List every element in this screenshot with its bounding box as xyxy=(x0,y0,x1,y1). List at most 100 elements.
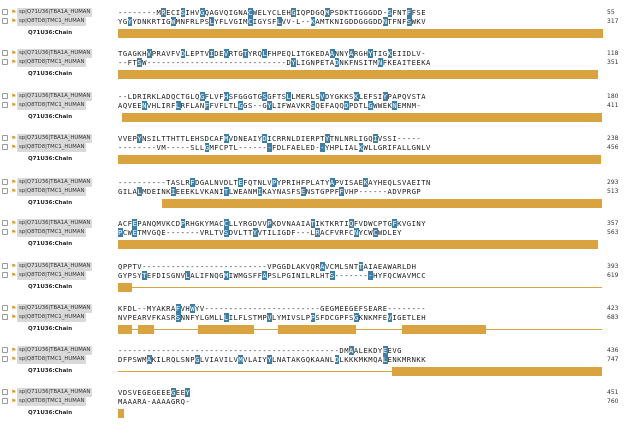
sequence-residues: --------VM-----SLLGMFCPTL-------FDLFAELE… xyxy=(118,143,431,152)
sequence-end-position: 619 xyxy=(607,272,619,279)
sequence-row: ⚑ sp|Q8TD8|TMC1_HUMAN NVPEARVFKASRSNNFYLGM… xyxy=(0,313,624,322)
sequence-label: sp|Q8TD8|TMC1_HUMAN xyxy=(17,143,87,152)
chain-track-label: Q71U36:Chain xyxy=(28,30,73,36)
row-checkbox[interactable] xyxy=(2,389,8,395)
chain-feature-bar[interactable] xyxy=(138,325,154,334)
row-checkbox[interactable] xyxy=(2,398,8,404)
flag-icon[interactable]: ⚑ xyxy=(11,398,17,405)
sequence-label: sp|Q71U36|TBA1A_HUMAN xyxy=(17,49,93,58)
row-checkbox[interactable] xyxy=(2,93,8,99)
sequence-end-position: 451 xyxy=(607,389,619,396)
sequence-label: sp|Q71U36|TBA1A_HUMAN xyxy=(17,388,93,397)
sequence-row: ⚑ sp|Q71U36|TBA1A_HUMAN VVEPYNSILTTHTTLEHS… xyxy=(0,134,624,143)
flag-icon[interactable]: ⚑ xyxy=(11,347,17,354)
chain-feature-bar[interactable] xyxy=(118,155,601,164)
chain-track-label: Q71U36:Chain xyxy=(28,156,73,162)
sequence-row: ⚑ sp|Q71U36|TBA1A_HUMAN ACFEPANQMVKCDPRHGK… xyxy=(0,219,624,228)
flag-icon[interactable]: ⚑ xyxy=(11,314,17,321)
chain-feature-bar[interactable] xyxy=(392,367,602,376)
flag-icon[interactable]: ⚑ xyxy=(11,144,17,151)
chain-feature-bar[interactable] xyxy=(118,240,598,249)
row-checkbox[interactable] xyxy=(2,50,8,56)
flag-icon[interactable]: ⚑ xyxy=(11,179,17,186)
row-checkbox[interactable] xyxy=(2,347,8,353)
flag-icon[interactable]: ⚑ xyxy=(11,272,17,279)
row-checkbox[interactable] xyxy=(2,188,8,194)
row-checkbox[interactable] xyxy=(2,18,8,24)
sequence-row: ⚑ sp|Q8TD8|TMC1_HUMAN AQVEENVHLIRFLRFLANFF… xyxy=(0,101,624,110)
sequence-label: sp|Q71U36|TBA1A_HUMAN xyxy=(17,346,93,355)
sequence-end-position: 683 xyxy=(607,314,619,321)
flag-icon[interactable]: ⚑ xyxy=(11,102,17,109)
sequence-label: sp|Q71U36|TBA1A_HUMAN xyxy=(17,8,93,17)
chain-track-label: Q71U36:Chain xyxy=(28,114,73,120)
row-checkbox[interactable] xyxy=(2,305,8,311)
row-checkbox[interactable] xyxy=(2,59,8,65)
row-checkbox[interactable] xyxy=(2,356,8,362)
flag-icon[interactable]: ⚑ xyxy=(11,9,17,16)
chain-feature-bar[interactable] xyxy=(118,70,598,79)
chain-connector-line xyxy=(132,329,602,330)
row-checkbox[interactable] xyxy=(2,102,8,108)
chain-connector-line xyxy=(132,287,602,288)
sequence-end-position: 456 xyxy=(607,144,619,151)
chain-feature-bar[interactable] xyxy=(118,283,132,292)
chain-feature-bar[interactable] xyxy=(278,325,356,334)
flag-icon[interactable]: ⚑ xyxy=(11,389,17,396)
flag-icon[interactable]: ⚑ xyxy=(11,305,17,312)
sequence-row: ⚑ sp|Q71U36|TBA1A_HUMAN --LDRIRKLADQCTGLQG… xyxy=(0,92,624,101)
row-checkbox[interactable] xyxy=(2,220,8,226)
flag-icon[interactable]: ⚑ xyxy=(11,18,17,25)
sequence-end-position: 238 xyxy=(607,135,619,142)
row-checkbox[interactable] xyxy=(2,263,8,269)
flag-icon[interactable]: ⚑ xyxy=(11,59,17,66)
sequence-end-position: 118 xyxy=(607,50,619,57)
chain-feature-bar[interactable] xyxy=(162,199,602,208)
sequence-row: ⚑ sp|Q71U36|TBA1A_HUMAN ----------TASLRFDG… xyxy=(0,178,624,187)
flag-icon[interactable]: ⚑ xyxy=(11,188,17,195)
row-checkbox[interactable] xyxy=(2,9,8,15)
sequence-row: ⚑ sp|Q71U36|TBA1A_HUMAN TGAGKHVPRAVFVDLEPT… xyxy=(0,49,624,58)
chain-track-label: Q71U36:Chain xyxy=(28,241,73,247)
row-checkbox[interactable] xyxy=(2,144,8,150)
sequence-residues: ----------------------------------------… xyxy=(118,346,402,355)
sequence-end-position: 436 xyxy=(607,347,619,354)
flag-icon[interactable]: ⚑ xyxy=(11,50,17,57)
flag-icon[interactable]: ⚑ xyxy=(11,93,17,100)
sequence-residues: DFPSWMAKILRQLSNPGLVIAVILVMVLAIYYLNATAKGQ… xyxy=(118,355,426,364)
sequence-end-position: 747 xyxy=(607,356,619,363)
chain-track-label: Q71U36:Chain xyxy=(28,368,73,374)
chain-feature-bar[interactable] xyxy=(402,325,486,334)
chain-feature-bar[interactable] xyxy=(118,29,603,38)
sequence-row: ⚑ sp|Q8TD8|TMC1_HUMAN DFPSWMAKILRQLSNPGLVI… xyxy=(0,355,624,364)
flag-icon[interactable]: ⚑ xyxy=(11,220,17,227)
chain-track-label: Q71U36:Chain xyxy=(28,410,73,416)
sequence-residues: MAAARA-AAAAGRQ- xyxy=(118,397,191,406)
chain-track-label: Q71U36:Chain xyxy=(28,200,73,206)
chain-feature-bar[interactable] xyxy=(198,325,254,334)
flag-icon[interactable]: ⚑ xyxy=(11,229,17,236)
sequence-residues: AQVEENVHLIRFLRFLANFFVFLTLGGS--GYLIFWAVKR… xyxy=(118,101,422,110)
row-checkbox[interactable] xyxy=(2,229,8,235)
sequence-residues: --LDRIRKLADQCTGLQGFLVFHSFGGGTGSGFTSLLMER… xyxy=(118,92,426,101)
chain-track-label: Q71U36:Chain xyxy=(28,326,73,332)
chain-feature-bar[interactable] xyxy=(122,113,602,122)
sequence-label: sp|Q71U36|TBA1A_HUMAN xyxy=(17,304,93,313)
sequence-end-position: 351 xyxy=(607,59,619,66)
sequence-row: ⚑ sp|Q71U36|TBA1A_HUMAN QPPTV-------------… xyxy=(0,262,624,271)
row-checkbox[interactable] xyxy=(2,314,8,320)
chain-feature-bar[interactable] xyxy=(118,325,132,334)
sequence-row: ⚑ sp|Q8TD8|TMC1_HUMAN --FTSW--------------… xyxy=(0,58,624,67)
sequence-residues: --------MRECISIHVGQAGVQIGNACWELYCLEHGIQP… xyxy=(118,8,426,17)
row-checkbox[interactable] xyxy=(2,135,8,141)
row-checkbox[interactable] xyxy=(2,179,8,185)
sequence-end-position: 563 xyxy=(607,229,619,236)
chain-connector-line xyxy=(118,371,392,372)
flag-icon[interactable]: ⚑ xyxy=(11,135,17,142)
chain-feature-bar[interactable] xyxy=(118,409,124,418)
flag-icon[interactable]: ⚑ xyxy=(11,263,17,270)
sequence-label: sp|Q8TD8|TMC1_HUMAN xyxy=(17,101,87,110)
sequence-end-position: 357 xyxy=(607,220,619,227)
flag-icon[interactable]: ⚑ xyxy=(11,356,17,363)
row-checkbox[interactable] xyxy=(2,272,8,278)
